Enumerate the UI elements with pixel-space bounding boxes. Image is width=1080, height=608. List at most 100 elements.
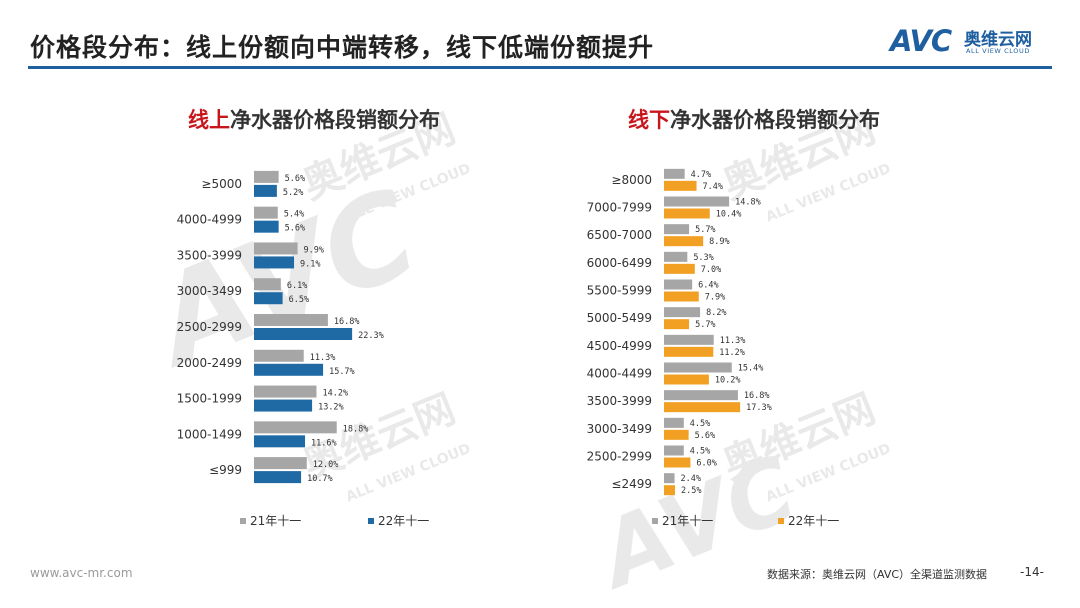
category-label: 5500-5999 <box>587 284 652 298</box>
bar-2022 <box>254 184 277 197</box>
bar-2021 <box>254 457 307 470</box>
online-chart-title-rest: 净水器价格段销额分布 <box>230 108 440 132</box>
bar-value-label: 5.6% <box>285 174 305 184</box>
bar-value-label: 10.7% <box>307 474 333 484</box>
bar-value-label: 16.8% <box>334 317 360 327</box>
legend-label: 22年十一 <box>788 514 839 528</box>
bar-2021 <box>664 417 684 428</box>
bar-2021 <box>664 390 738 401</box>
category-label: ≥8000 <box>611 173 652 187</box>
bar-value-label: 4.7% <box>691 170 711 180</box>
bar-value-label: 5.3% <box>693 253 713 263</box>
logo-mark: AVC <box>890 24 952 58</box>
bar-value-label: 2.4% <box>681 474 701 484</box>
bar-value-label: 8.2% <box>706 308 726 318</box>
bar-value-label: 11.2% <box>719 348 745 358</box>
bar-value-label: 9.1% <box>300 259 320 269</box>
bar-value-label: 13.2% <box>318 403 344 413</box>
bar-value-label: 14.2% <box>322 389 348 399</box>
category-label: 4000-4499 <box>587 367 652 381</box>
bar-value-label: 5.6% <box>285 224 305 234</box>
category-label: 3500-3999 <box>587 394 652 408</box>
bar-value-label: 7.4% <box>703 182 723 192</box>
bar-2022 <box>254 399 313 412</box>
title-divider <box>28 66 1052 69</box>
bar-value-label: 22.3% <box>358 331 384 341</box>
legend-swatch <box>778 518 784 524</box>
offline-price-bar-chart: ≥8000 4.7% 7.4% 7000-7999 14.8% 10.4% 6500-700… <box>587 168 839 528</box>
bar-2022 <box>254 328 353 340</box>
bar-2022 <box>664 180 697 191</box>
bar-2022 <box>254 471 302 484</box>
bar-2022 <box>254 363 324 376</box>
bar-2021 <box>254 170 279 183</box>
bar-value-label: 8.9% <box>709 237 729 247</box>
bar-2022 <box>664 208 710 219</box>
online-chart-title: 线上净水器价格段销额分布 <box>188 104 440 134</box>
bar-2021 <box>664 445 684 456</box>
bar-2022 <box>664 291 699 302</box>
bar-2022 <box>254 220 279 233</box>
bar-value-label: 7.9% <box>705 293 725 303</box>
category-label: ≤999 <box>209 463 242 477</box>
category-label: 2500-2999 <box>587 450 652 464</box>
bar-value-label: 7.0% <box>701 265 721 275</box>
bar-2021 <box>254 349 304 362</box>
category-label: 7000-7999 <box>587 201 652 215</box>
bar-2022 <box>664 346 714 357</box>
bar-2021 <box>254 278 281 291</box>
bar-value-label: 15.7% <box>329 367 355 377</box>
bar-value-label: 11.3% <box>310 353 336 363</box>
category-label: 3000-3499 <box>587 422 652 436</box>
logo-name-en: ALL VIEW CLOUD <box>966 47 1030 55</box>
legend-swatch <box>652 518 658 524</box>
bar-2021 <box>664 279 693 290</box>
bar-value-label: 5.2% <box>283 188 303 198</box>
footer-url: www.avc-mr.com <box>30 566 133 580</box>
bar-value-label: 10.4% <box>716 210 742 220</box>
bar-2022 <box>664 263 695 274</box>
bar-2021 <box>254 206 278 219</box>
bar-value-label: 17.3% <box>746 403 772 413</box>
category-label: 2000-2499 <box>177 356 242 370</box>
online-chart-title-accent: 线上 <box>188 108 230 132</box>
category-label: 6500-7000 <box>587 228 652 242</box>
bar-2022 <box>254 256 295 269</box>
bar-value-label: 16.8% <box>744 391 770 401</box>
legend-swatch <box>368 518 374 524</box>
bar-2022 <box>664 429 689 440</box>
bar-2021 <box>254 314 328 326</box>
offline-chart-title: 线下净水器价格段销额分布 <box>628 104 880 134</box>
bar-2021 <box>254 242 298 255</box>
bar-2021 <box>254 385 317 398</box>
legend-swatch <box>240 518 246 524</box>
bar-2022 <box>664 236 704 247</box>
category-label: 1500-1999 <box>177 392 242 406</box>
legend-label: 21年十一 <box>250 514 301 528</box>
category-label: 3500-3999 <box>177 248 242 262</box>
bar-2022 <box>664 402 741 413</box>
bar-2021 <box>664 196 730 207</box>
category-label: 5000-5499 <box>587 311 652 325</box>
bar-value-label: 14.8% <box>735 198 761 208</box>
bar-value-label: 6.4% <box>698 281 718 291</box>
bar-value-label: 9.9% <box>304 245 324 255</box>
category-label: 3000-3499 <box>177 284 242 298</box>
logo-name-cn: 奥维云网 <box>964 30 1032 50</box>
bar-value-label: 5.7% <box>695 225 715 235</box>
bar-2022 <box>664 374 709 385</box>
bar-value-label: 11.6% <box>311 438 337 448</box>
bar-value-label: 6.1% <box>287 281 307 291</box>
bar-2021 <box>254 421 337 434</box>
category-label: 6000-6499 <box>587 256 652 270</box>
bar-value-label: 5.4% <box>284 210 304 220</box>
online-price-bar-chart: ≥5000 5.6% 5.2% 4000-4999 5.4% 5.6% 3500-3999 9… <box>177 170 429 528</box>
bar-value-label: 6.0% <box>696 459 716 469</box>
bar-2022 <box>254 435 306 448</box>
bar-value-label: 4.5% <box>690 419 710 429</box>
bar-value-label: 12.0% <box>313 460 339 470</box>
category-label: 2500-2999 <box>177 320 242 334</box>
offline-chart-title-accent: 线下 <box>628 108 670 132</box>
bar-value-label: 6.5% <box>289 295 309 305</box>
bar-2021 <box>664 362 732 373</box>
